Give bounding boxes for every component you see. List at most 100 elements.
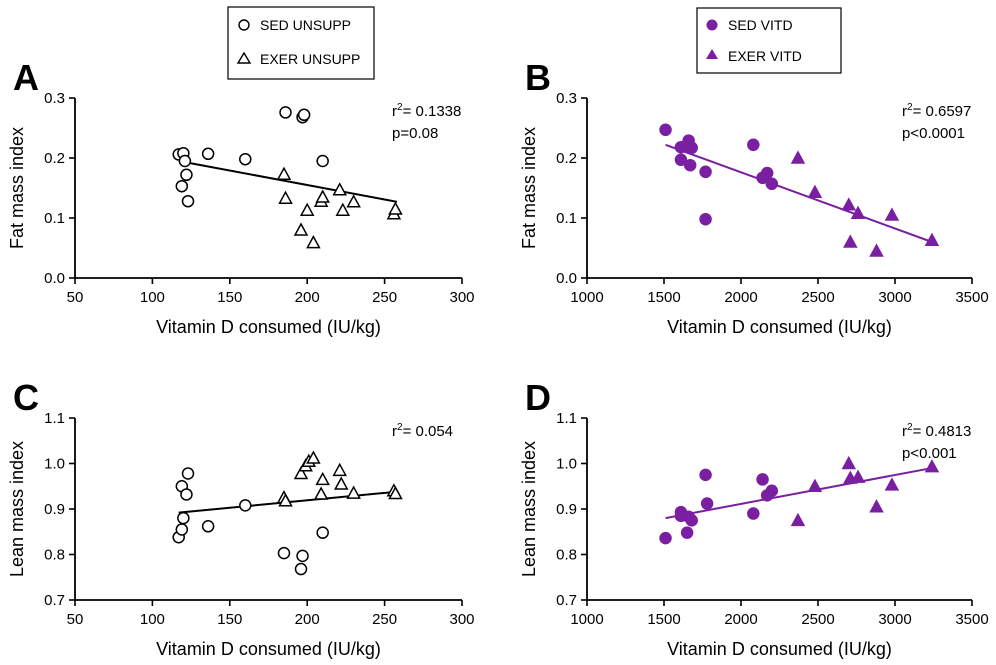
panel-c-point-exer-unsupp	[278, 493, 293, 507]
panel-d-p-annotation: p<0.001	[902, 445, 957, 462]
panel-b-point-exer-vitd	[884, 207, 900, 221]
panel-a-y-tick-label: 0.1	[44, 210, 65, 227]
panel-d-r2-annotation: r2= 0.4813	[902, 422, 971, 440]
panel-a-point-exer-unsupp	[276, 166, 292, 180]
panel-a-x-tick-label: 150	[217, 289, 242, 306]
panel-c-r2-annotation: r2= 0.054	[392, 422, 453, 440]
legend-marker-exer-vitd	[706, 49, 718, 59]
panel-b-point-sed-vitd	[683, 158, 697, 172]
panel-d-x-tick-label: 1500	[647, 611, 680, 628]
panel-a-point-exer-unsupp	[332, 182, 347, 196]
panel-d-y-tick-label: 0.9	[556, 501, 577, 518]
legend-label-sed-vitd: SED VITD	[728, 17, 793, 33]
panel-b-x-tick-label: 1000	[570, 289, 603, 306]
panel-c-point-sed-unsupp	[175, 523, 189, 536]
panel-c-point-exer-unsupp	[306, 450, 321, 464]
panel-d-point-sed-vitd	[747, 507, 760, 520]
panel-a-x-tick-label: 250	[372, 289, 397, 306]
panel-b-point-sed-vitd	[659, 123, 672, 137]
panel-c-point-exer-unsupp	[332, 462, 347, 477]
panel-a-x-tick-label: 50	[67, 289, 84, 306]
panel-c-point-sed-unsupp	[277, 546, 291, 560]
panel-a-x-tick-label: 200	[295, 289, 320, 306]
panel-d-x-label: Vitamin D consumed (IU/kg)	[667, 639, 892, 659]
panel-b-p-annotation: p<0.0001	[902, 125, 965, 142]
panel-c-point-sed-unsupp	[239, 499, 252, 512]
panel-b-point-exer-vitd	[924, 232, 940, 246]
panel-d-y-tick-label: 1.1	[556, 410, 577, 427]
panel-c-x-tick-label: 300	[449, 611, 474, 628]
panel-c-point-sed-unsupp	[294, 562, 308, 576]
panel-b: B 0.0 0.1 0.2 0.3 1000 1500 2000 2500 3000 3500 Vit…	[519, 57, 989, 337]
panel-c-y-tick-label: 0.8	[44, 547, 65, 564]
panel-b-letter: B	[525, 57, 551, 98]
panel-d-point-exer-vitd	[790, 512, 806, 527]
panel-d-y-tick-label: 0.8	[556, 547, 577, 564]
panel-c-point-sed-unsupp	[181, 467, 195, 480]
panel-b-point-sed-vitd	[699, 165, 712, 179]
panel-c-point-exer-unsupp	[293, 465, 309, 480]
panel-c-point-sed-unsupp	[180, 488, 193, 501]
panel-a-p-annotation: p=0.08	[392, 125, 438, 142]
panel-b-point-exer-vitd	[790, 150, 806, 164]
panel-c-y-label: Lean mass index	[7, 441, 27, 577]
panel-c-y-tick-label: 1.1	[44, 410, 65, 427]
panel-d-point-exer-vitd	[841, 455, 857, 470]
panel-c-point-sed-unsupp	[316, 526, 329, 539]
panel-c-point-exer-unsupp	[346, 485, 361, 499]
panel-d-point-sed-vitd	[659, 531, 672, 545]
panel-c-y-tick-label: 0.7	[44, 592, 65, 609]
panel-a-x-tick-label: 100	[140, 289, 165, 306]
panel-c-point-sed-unsupp	[201, 520, 215, 533]
panel-d-y-tick-label: 0.7	[556, 592, 577, 609]
panel-a-point-exer-unsupp	[315, 189, 330, 203]
panel-a-x-label: Vitamin D consumed (IU/kg)	[156, 317, 381, 337]
panel-b-point-exer-vitd	[843, 234, 858, 248]
panel-a-point-sed-unsupp	[279, 106, 292, 119]
panel-d-point-sed-vitd	[756, 473, 769, 486]
panel-c-point-exer-unsupp	[333, 476, 349, 490]
panel-b-fit-line	[665, 143, 933, 243]
panel-d-y-tick-label: 1.0	[556, 456, 577, 473]
panel-d-x-tick-label: 3000	[878, 611, 911, 628]
panel-a-y-label: Fat mass index	[7, 127, 27, 249]
panel-b-x-label: Vitamin D consumed (IU/kg)	[667, 317, 892, 337]
panel-b-y-tick-label: 0.3	[556, 90, 577, 107]
panel-a-point-sed-unsupp	[180, 168, 193, 182]
panel-a-point-exer-unsupp	[335, 202, 351, 216]
panel-a-x-tick-label: 300	[449, 289, 474, 306]
panel-c-y-tick-label: 0.9	[44, 501, 65, 518]
panel-a-point-exer-unsupp	[306, 235, 321, 249]
panel-d-x-tick-label: 3500	[955, 611, 988, 628]
legend-marker-sed-vitd	[706, 19, 718, 31]
panel-d-letter: D	[525, 377, 551, 418]
panel-a-point-exer-unsupp	[346, 194, 361, 208]
panel-c-point-sed-unsupp	[296, 549, 309, 563]
panel-d-point-exer-vitd	[807, 478, 823, 492]
panel-c-x-tick-label: 200	[295, 611, 320, 628]
panel-b-point-exer-vitd	[850, 205, 866, 219]
panel-b-point-sed-vitd	[699, 212, 712, 226]
panel-d-point-sed-vitd	[699, 468, 712, 482]
panel-d-x-tick-label: 1000	[570, 611, 603, 628]
legend-vitd: SED VITD EXER VITD	[696, 7, 842, 74]
panel-d-point-exer-vitd	[850, 469, 866, 483]
panel-b-point-exer-vitd	[869, 243, 884, 257]
panel-b-point-sed-vitd	[765, 177, 779, 191]
legend-marker-exer-unsupp	[236, 51, 252, 64]
panel-d-point-sed-vitd	[680, 526, 694, 539]
panel-c: C 0.7 0.8 0.9 1.0 1.1 50 100 150 200 250 300 Vitamin…	[7, 377, 475, 659]
panel-a-point-sed-unsupp	[239, 152, 252, 166]
panel-c-y-tick-label: 1.0	[44, 456, 65, 473]
panel-d-fit-line	[665, 467, 933, 520]
panel-b-point-sed-vitd	[685, 141, 698, 155]
panel-c-letter: C	[13, 377, 39, 418]
panel-d-point-sed-vitd	[700, 497, 714, 510]
panel-a-point-exer-unsupp	[299, 202, 315, 216]
panel-a-point-exer-unsupp	[293, 222, 309, 236]
panel-a-y-tick-label: 0.0	[44, 270, 65, 287]
panel-b-point-sed-vitd	[674, 153, 688, 167]
panel-b-y-tick-label: 0.2	[556, 150, 577, 167]
panel-c-point-exer-unsupp	[315, 471, 330, 486]
